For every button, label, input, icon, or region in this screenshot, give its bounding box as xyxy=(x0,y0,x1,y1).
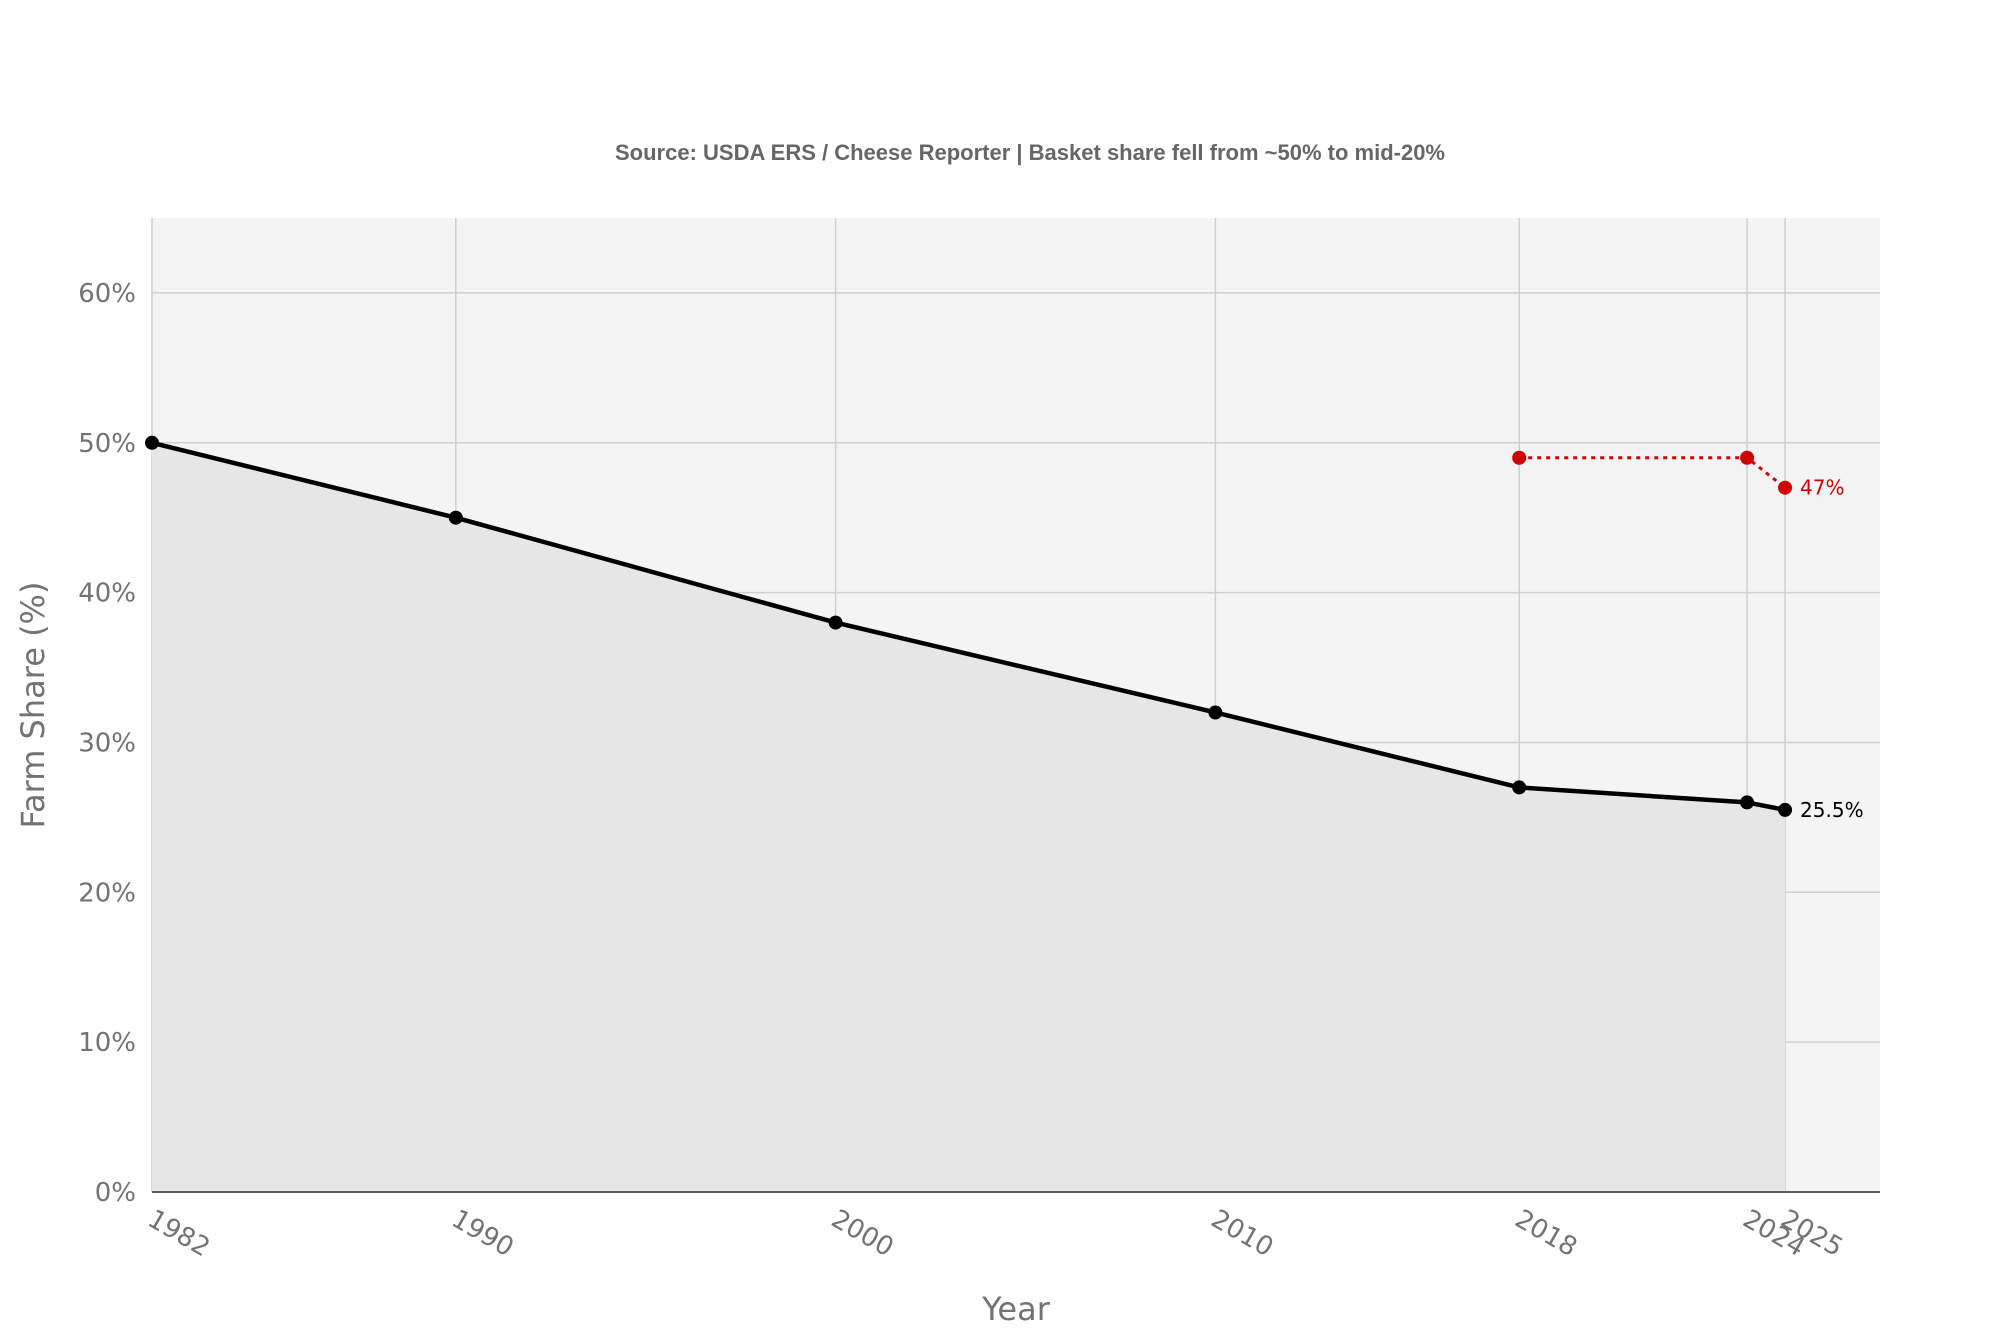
data-point xyxy=(145,435,159,450)
area-fills xyxy=(152,442,1786,1192)
data-point xyxy=(1740,450,1755,465)
end-value-label: 25.5% xyxy=(1800,798,1864,822)
data-point xyxy=(448,510,463,525)
x-axis-title: Year xyxy=(981,1290,1051,1328)
chart-subtitle: Source: USDA ERS / Cheese Reporter | Bas… xyxy=(615,140,1445,165)
data-point xyxy=(1740,795,1755,810)
data-point xyxy=(1778,480,1793,495)
data-labels: 25.5% 47% xyxy=(1800,476,1864,822)
y-axis-title: Farm Share (%) xyxy=(14,582,52,829)
y-tick-label: 40% xyxy=(78,579,136,609)
data-points xyxy=(145,435,1793,817)
data-point xyxy=(828,615,843,630)
y-tick-label: 30% xyxy=(78,728,136,758)
y-tick-label: 0% xyxy=(95,1178,136,1208)
data-point xyxy=(1512,780,1527,795)
y-tick-label: 10% xyxy=(78,1028,136,1058)
series-area-fill xyxy=(152,442,1786,1192)
data-point xyxy=(1512,450,1527,465)
end-value-label: 47% xyxy=(1800,476,1844,500)
y-tick-label: 60% xyxy=(78,279,136,309)
y-axis-ticks: 0% 10% 20% 30% 40% 50% 60% xyxy=(78,279,136,1208)
data-point xyxy=(1208,705,1223,720)
y-tick-label: 20% xyxy=(78,878,136,908)
data-point xyxy=(1778,802,1793,817)
y-tick-label: 50% xyxy=(78,429,136,459)
